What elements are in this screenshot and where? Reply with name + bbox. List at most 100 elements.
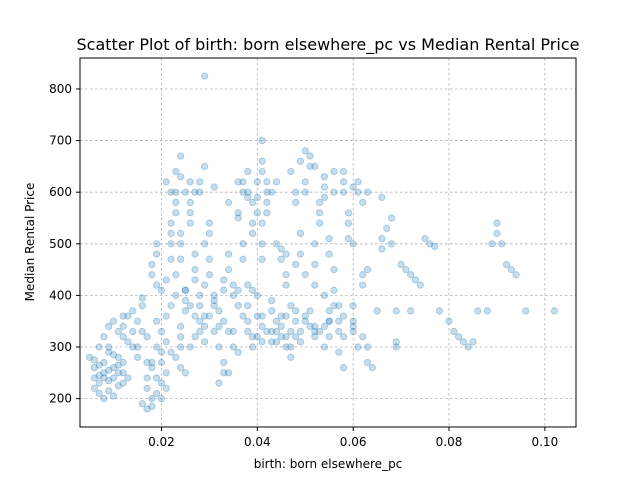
scatter-point <box>186 198 194 207</box>
data-points <box>85 72 559 413</box>
scatter-point <box>153 389 161 398</box>
scatter-point <box>325 333 333 341</box>
scatter-point <box>344 209 352 217</box>
scatter-point <box>210 327 218 336</box>
scatter-point <box>397 260 405 269</box>
scatter-point <box>157 348 166 356</box>
scatter-point <box>378 235 386 243</box>
scatter-point <box>320 322 329 330</box>
scatter-point <box>186 302 194 310</box>
y-tick-label: 400 <box>49 288 72 302</box>
scatter-point <box>411 276 420 284</box>
scatter-point <box>435 307 444 315</box>
scatter-point <box>138 302 146 310</box>
scatter-point <box>263 188 271 196</box>
scatter-point <box>119 322 127 330</box>
scatter-point <box>244 317 252 325</box>
scatter-point <box>311 260 319 269</box>
scatter-point <box>239 178 247 186</box>
scatter-point <box>248 343 257 351</box>
scatter-point <box>239 312 247 320</box>
scatter-point <box>363 265 372 274</box>
scatter-point <box>311 322 319 330</box>
scatter-point <box>416 281 424 289</box>
scatter-point <box>167 240 175 248</box>
scatter-point <box>172 167 180 176</box>
scatter-point <box>119 369 127 377</box>
scatter-point <box>177 322 185 330</box>
scatter-point <box>450 327 458 336</box>
scatter-point <box>272 240 281 248</box>
scatter-point <box>464 343 472 351</box>
scatter-point <box>277 333 285 341</box>
scatter-point <box>387 240 396 248</box>
scatter-point <box>292 260 300 269</box>
scatter-point <box>258 219 266 227</box>
scatter-point <box>311 162 319 170</box>
x-tick-label: 0.06 <box>340 435 367 449</box>
scatter-point <box>229 291 237 299</box>
scatter-point <box>392 307 400 315</box>
y-tick-label: 500 <box>49 237 72 251</box>
scatter-point <box>306 152 314 160</box>
scatter-point <box>167 348 175 356</box>
scatter-point <box>177 255 185 263</box>
scatter-point <box>363 188 372 196</box>
scatter-point <box>239 188 247 196</box>
scatter-point <box>426 240 434 248</box>
scatter-point <box>344 235 352 243</box>
scatter-point <box>407 307 415 315</box>
scatter-point <box>200 322 209 330</box>
scatter-point <box>148 395 156 403</box>
scatter-point <box>124 312 132 320</box>
scatter-point <box>296 327 305 336</box>
scatter-point <box>105 343 113 351</box>
x-axis-ticks: 0.02 0.04 0.06 0.08 0.10 <box>148 427 558 449</box>
scatter-point <box>253 209 261 217</box>
scatter-point <box>234 178 242 186</box>
scatter-point <box>172 188 180 196</box>
scatter-point <box>507 265 515 274</box>
scatter-point <box>191 265 199 274</box>
scatter-point <box>258 338 266 346</box>
x-tick-label: 0.10 <box>531 435 558 449</box>
scatter-point <box>277 255 285 263</box>
scatter-point <box>296 229 305 238</box>
scatter-point <box>114 369 122 377</box>
scatter-point <box>296 157 305 165</box>
scatter-point <box>282 250 290 258</box>
scatter-point <box>268 307 276 315</box>
scatter-point <box>129 343 137 351</box>
scatter-point <box>215 343 223 351</box>
scatter-point <box>392 338 400 346</box>
scatter-point <box>258 157 266 165</box>
scatter-point <box>220 286 228 294</box>
scatter-point <box>143 358 151 367</box>
scatter-point <box>268 296 276 305</box>
scatter-point <box>153 281 161 289</box>
scatter-point <box>234 302 242 310</box>
scatter-point <box>200 72 209 80</box>
scatter-point <box>244 188 252 196</box>
scatter-point <box>244 302 252 310</box>
scatter-point <box>320 291 329 299</box>
scatter-point <box>234 348 242 356</box>
scatter-point <box>301 271 309 279</box>
scatter-point <box>335 317 343 325</box>
scatter-point <box>330 188 338 196</box>
scatter-point <box>105 387 113 395</box>
scatter-point <box>292 198 300 207</box>
scatter-point <box>191 188 199 196</box>
scatter-point <box>153 240 161 248</box>
scatter-point <box>210 296 218 305</box>
scatter-point <box>258 167 266 176</box>
y-tick-label: 200 <box>49 392 72 406</box>
scatter-point <box>445 317 453 325</box>
scatter-point <box>244 281 252 289</box>
scatter-point <box>253 333 261 341</box>
scatter-point <box>85 353 94 361</box>
scatter-point <box>119 379 127 387</box>
scatter-point <box>330 265 338 274</box>
scatter-point <box>186 343 194 351</box>
